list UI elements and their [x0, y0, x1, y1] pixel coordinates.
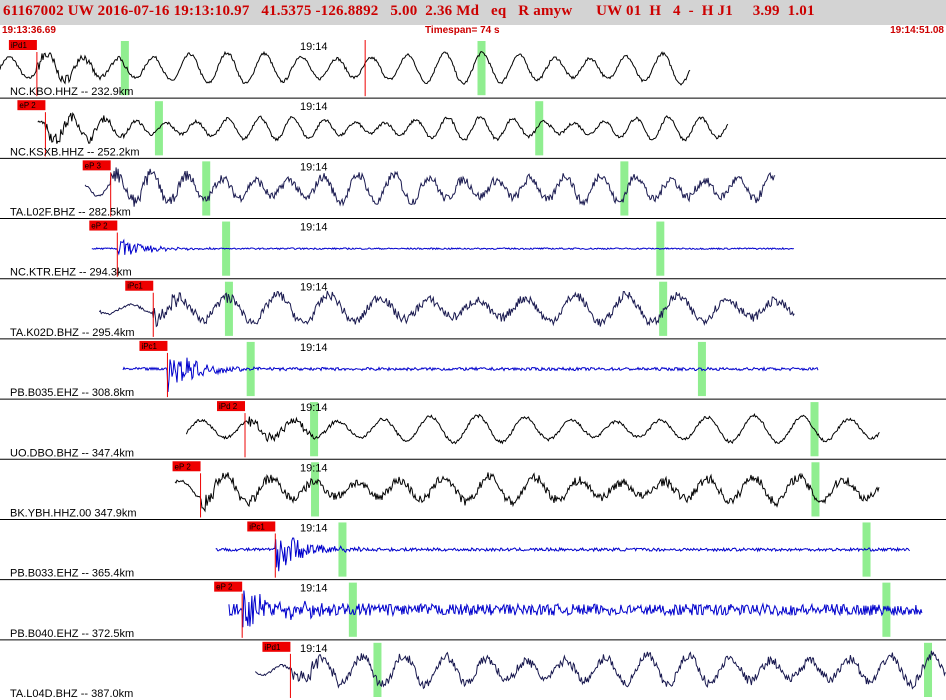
waveform [185, 413, 880, 445]
waveform [0, 50, 691, 86]
waveform [255, 650, 946, 690]
phase-marker [697, 341, 706, 397]
station-label: TA.L02F.BHZ -- 282.5km [10, 207, 131, 219]
station-label: TA.K02D.BHZ -- 295.4km [10, 327, 135, 339]
pick-box [217, 401, 246, 412]
station-label: TA.L04D.BHZ -- 387.0km [10, 688, 133, 700]
phase-marker [811, 462, 820, 517]
pick-box [8, 40, 37, 50]
time-tick: 19:14 [300, 462, 328, 474]
phase-marker [620, 161, 629, 216]
pick-box [214, 581, 243, 592]
timespan: Timespan= 74 s [425, 25, 500, 36]
pick-label: eP 2 [175, 462, 192, 471]
station-label: PB.B035.EHZ -- 308.8km [10, 387, 134, 399]
header-bar: 61167002 UW 2016-07-16 19:13:10.97 41.53… [0, 0, 946, 25]
event-title: 61167002 UW 2016-07-16 19:13:10.97 41.53… [3, 3, 815, 19]
waveform [91, 238, 794, 256]
time-tick: 19:14 [300, 101, 328, 113]
waveform [98, 290, 795, 328]
pick-label: iPd 2 [219, 402, 238, 411]
phase-marker [224, 281, 233, 336]
pick-label: iPc1 [249, 522, 265, 531]
time-tick: 19:14 [300, 342, 328, 354]
time-tick: 19:14 [300, 282, 328, 294]
time-tick: 19:14 [300, 402, 328, 414]
station-label: NC.KSXB.HHZ -- 252.2km [10, 146, 140, 158]
time-tick: 19:14 [300, 522, 328, 534]
station-label: NC.KTR.EHZ -- 294.3km [10, 267, 132, 279]
time-tick: 19:14 [300, 222, 328, 234]
pick-label: eP 2 [91, 222, 108, 231]
waveform [215, 537, 911, 572]
phase-marker [535, 101, 544, 156]
station-label: PB.B033.EHZ -- 365.4km [10, 568, 134, 580]
station-label: BK.YBH.HHZ.00 347.9km [10, 507, 137, 519]
phase-marker [202, 161, 211, 216]
pick-box [89, 220, 118, 231]
waveform [228, 590, 923, 628]
pick-label: eP 3 [85, 161, 102, 170]
phase-marker [477, 41, 486, 96]
waveform [174, 472, 880, 513]
pick-box [82, 160, 111, 171]
pick-label: iPd1 [11, 41, 28, 50]
time-tick: 19:14 [300, 41, 328, 53]
pick-box [262, 641, 291, 652]
pick-label: eP 2 [216, 583, 233, 592]
pick-box [125, 280, 154, 291]
phase-marker [246, 341, 255, 397]
station-label: NC.KBO.HHZ -- 232.9km [10, 86, 133, 98]
pick-label: iPc1 [127, 282, 143, 291]
phase-marker [311, 462, 320, 517]
phase-marker [310, 402, 319, 457]
station-label: UO.DBO.BHZ -- 347.4km [10, 447, 134, 459]
start-time: 19:13:36.69 [2, 25, 56, 36]
time-tick: 19:14 [300, 643, 328, 655]
station-label: PB.B040.EHZ -- 372.5km [10, 628, 134, 640]
time-tick: 19:14 [300, 583, 328, 595]
pick-label: iPc1 [141, 342, 157, 351]
phase-marker [924, 642, 933, 697]
pick-box [139, 340, 168, 351]
phase-marker [120, 41, 129, 96]
phase-marker [373, 642, 382, 697]
pick-label: eP 2 [19, 101, 36, 110]
pick-box [172, 461, 201, 472]
pick-box [247, 521, 276, 532]
time-bar [0, 25, 946, 38]
pick-box [17, 100, 46, 111]
waveform [122, 357, 819, 392]
waveform [84, 167, 776, 207]
end-time: 19:14:51.08 [890, 25, 944, 36]
waveform [37, 112, 729, 144]
pick-label: iPd1 [264, 643, 281, 652]
time-tick: 19:14 [300, 161, 328, 173]
seismogram-panel: iPd1 19:14 NC.KBO.HHZ -- 232.9km eP 2 19:14 N… [0, 40, 946, 700]
